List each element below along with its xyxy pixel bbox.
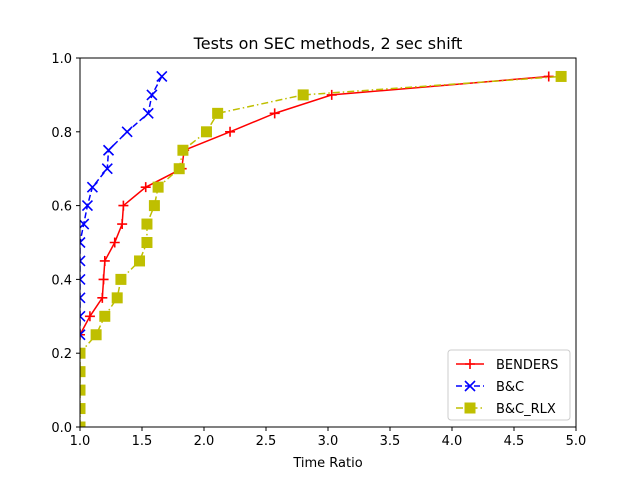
axes-layer: 1.0 1.5 2.0 2.5 3.0 3.5 4.0 4.5 5.0 0.0 0.2 0.4 0.6 0…: [51, 52, 586, 449]
chart-title: Tests on SEC methods, 2 sec shift: [193, 34, 463, 53]
data-point-2-17: [212, 107, 224, 119]
data-point-1-13: [146, 89, 158, 101]
data-point-1-8: [86, 181, 98, 193]
legend-label-1: B&C: [496, 380, 524, 395]
series-1: [80, 70, 168, 341]
data-point-0-12: [269, 108, 280, 119]
data-point-1-1: [80, 310, 86, 322]
data-point-2-0: [80, 421, 86, 427]
series-2: [80, 70, 567, 427]
data-point-0-0: [80, 329, 85, 340]
data-point-2-7: [111, 292, 123, 304]
data-point-0-6: [117, 219, 128, 230]
x-tick-label-2: 2.0: [194, 434, 215, 449]
data-point-2-3: [80, 366, 86, 378]
data-point-0-2: [97, 292, 108, 303]
data-point-2-12: [148, 200, 160, 212]
data-point-2-10: [141, 237, 153, 248]
x-tick-label-6: 4.0: [442, 434, 463, 449]
data-point-1-14: [156, 70, 168, 83]
legend-label-2: B&C_RLX: [496, 402, 556, 417]
y-tick-label-2: 0.4: [51, 273, 72, 288]
data-point-1-9: [101, 163, 113, 175]
data-point-0-8: [140, 182, 151, 193]
data-point-2-8: [115, 273, 127, 285]
y-tick-label-4: 0.8: [51, 126, 72, 141]
data-point-0-5: [109, 237, 120, 248]
data-point-1-4: [80, 255, 86, 267]
data-point-2-19: [555, 70, 567, 82]
data-point-2-2: [80, 384, 86, 396]
data-point-1-11: [121, 126, 133, 138]
data-point-2-11: [141, 218, 153, 230]
legend-marker-2: [464, 402, 476, 414]
y-tick-label-3: 0.6: [51, 200, 72, 215]
data-point-0-11: [225, 126, 236, 137]
y-tick-label-1: 0.2: [51, 347, 72, 362]
data-point-1-0: [80, 329, 86, 341]
data-point-2-5: [90, 329, 102, 341]
data-point-2-18: [297, 89, 309, 101]
data-point-0-4: [99, 255, 110, 266]
data-point-1-12: [142, 107, 154, 119]
data-point-2-16: [200, 126, 212, 138]
legend-marker-0: [465, 359, 475, 369]
data-point-1-7: [81, 200, 94, 212]
legend: BENDERS B&C B&C_RLX: [447, 349, 571, 421]
series-layer: [80, 70, 567, 427]
data-point-0-1: [84, 311, 95, 322]
data-point-2-13: [152, 181, 164, 193]
x-axis-title: Time Ratio: [292, 456, 362, 471]
x-tick-label-7: 4.5: [504, 434, 525, 449]
data-point-2-15: [177, 144, 189, 156]
data-point-2-14: [173, 163, 185, 175]
x-tick-label-1: 1.5: [132, 434, 153, 449]
legend-marker-1: [464, 380, 476, 392]
x-tick-label-4: 3.0: [318, 434, 339, 449]
legend-label-0: BENDERS: [496, 358, 558, 373]
data-point-1-3: [80, 273, 86, 285]
data-point-1-2: [80, 292, 86, 304]
y-tick-label-5: 1.0: [51, 52, 72, 67]
legend-box: [447, 349, 571, 421]
series-0: [80, 71, 554, 340]
data-point-0-7: [118, 200, 129, 211]
x-tick-label-8: 5.0: [566, 434, 587, 449]
data-point-2-9: [134, 255, 146, 267]
data-point-0-3: [98, 274, 109, 285]
x-tick-label-0: 1.0: [70, 434, 91, 449]
data-point-2-4: [80, 347, 86, 359]
data-point-2-6: [99, 310, 111, 322]
data-point-1-5: [80, 236, 86, 249]
data-point-1-10: [102, 144, 115, 156]
data-point-2-1: [80, 403, 86, 415]
data-point-0-13: [326, 89, 337, 100]
x-tick-label-3: 2.5: [256, 434, 277, 449]
y-tick-label-0: 0.0: [51, 421, 72, 436]
x-tick-label-5: 3.5: [380, 434, 401, 449]
